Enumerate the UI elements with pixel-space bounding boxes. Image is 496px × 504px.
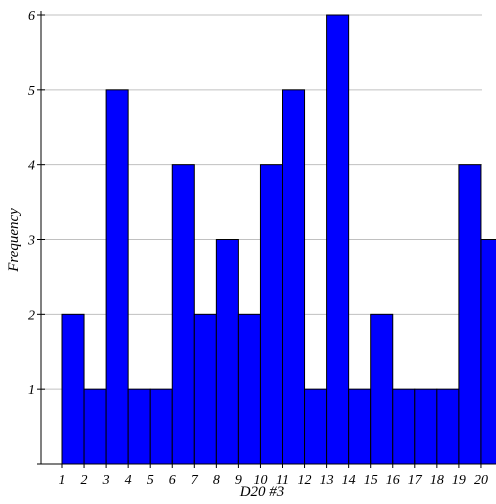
y-tick-label-6: 6 <box>28 9 35 24</box>
x-tick-label-1: 1 <box>59 473 66 488</box>
bars <box>61 14 496 465</box>
y-tick-label-1: 1 <box>28 383 35 398</box>
x-tick-label-20: 20 <box>474 473 488 488</box>
x-tick-label-11: 11 <box>276 473 289 488</box>
y-tick-label-2: 2 <box>28 308 35 323</box>
x-tick-label-18: 18 <box>430 473 444 488</box>
bar-3-4 <box>105 89 129 465</box>
axes <box>37 11 482 465</box>
bar-13-14 <box>326 14 350 465</box>
x-tick-label-8: 8 <box>213 473 220 488</box>
x-tick-label-3: 3 <box>102 473 110 488</box>
x-tick-label-19: 19 <box>452 473 466 488</box>
bar-1-2 <box>61 313 85 465</box>
y-tick-label-3: 3 <box>27 234 35 249</box>
bar-14-15 <box>348 388 372 465</box>
bar-12-13 <box>304 388 328 465</box>
bar-7-8 <box>193 313 217 465</box>
bar-19-20 <box>458 164 482 465</box>
x-axis-label: D20 #3 <box>239 484 285 500</box>
x-tick-label-10: 10 <box>253 473 267 488</box>
bar-4-5 <box>127 388 151 465</box>
bar-6-7 <box>171 164 195 465</box>
x-tick-label-16: 16 <box>386 473 400 488</box>
x-tick-label-17: 17 <box>408 473 423 488</box>
y-tick-label-4: 4 <box>28 159 35 174</box>
bar-2-3 <box>83 388 107 465</box>
ticks: 123456123456789101112131415161718192021 <box>27 9 488 488</box>
x-tick-label-5: 5 <box>147 473 154 488</box>
bar-11-12 <box>282 89 306 465</box>
x-tick-label-7: 7 <box>191 473 199 488</box>
bar-16-17 <box>392 388 416 465</box>
x-tick-label-4: 4 <box>125 473 132 488</box>
y-axis-label: Frequency <box>6 208 22 273</box>
bar-20-21 <box>480 239 496 465</box>
x-tick-label-2: 2 <box>81 473 88 488</box>
bar-10-11 <box>259 164 284 465</box>
x-tick-label-9: 9 <box>235 473 242 488</box>
bar-18-19 <box>436 388 460 465</box>
bar-9-10 <box>237 313 261 465</box>
x-tick-label-12: 12 <box>298 473 312 488</box>
bar-15-16 <box>370 313 394 465</box>
bar-17-18 <box>414 388 438 465</box>
x-tick-label-13: 13 <box>320 473 334 488</box>
x-tick-label-15: 15 <box>364 473 378 488</box>
bar-5-6 <box>149 388 173 465</box>
x-tick-label-6: 6 <box>169 473 176 488</box>
bar-8-9 <box>215 239 239 465</box>
x-tick-label-14: 14 <box>342 473 356 488</box>
y-tick-label-5: 5 <box>28 84 35 99</box>
